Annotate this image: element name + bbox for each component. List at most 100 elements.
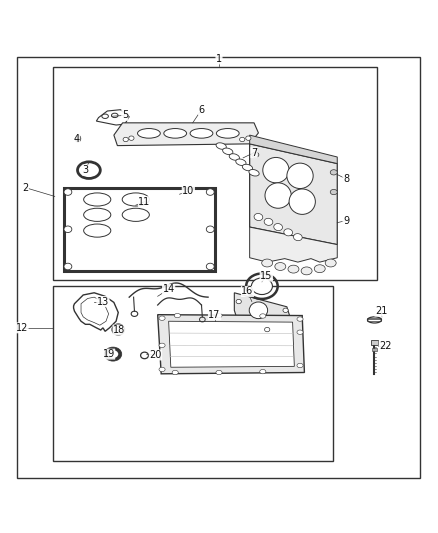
Ellipse shape bbox=[297, 317, 303, 321]
Ellipse shape bbox=[249, 169, 259, 176]
Ellipse shape bbox=[325, 259, 336, 267]
Ellipse shape bbox=[143, 354, 146, 357]
Bar bbox=[53, 286, 333, 462]
Ellipse shape bbox=[264, 219, 273, 225]
Ellipse shape bbox=[159, 343, 165, 348]
Ellipse shape bbox=[284, 229, 293, 236]
Ellipse shape bbox=[123, 138, 128, 142]
Ellipse shape bbox=[84, 208, 111, 221]
Ellipse shape bbox=[64, 226, 72, 232]
Ellipse shape bbox=[206, 263, 214, 270]
Polygon shape bbox=[250, 144, 337, 245]
Ellipse shape bbox=[216, 370, 222, 375]
Ellipse shape bbox=[301, 267, 312, 275]
Text: 7: 7 bbox=[251, 148, 257, 158]
Ellipse shape bbox=[265, 183, 291, 208]
Ellipse shape bbox=[122, 193, 149, 206]
Ellipse shape bbox=[81, 165, 96, 175]
Ellipse shape bbox=[288, 265, 299, 273]
Ellipse shape bbox=[216, 128, 239, 138]
Text: 1: 1 bbox=[216, 54, 222, 64]
Text: 4: 4 bbox=[74, 134, 80, 144]
Ellipse shape bbox=[251, 278, 272, 295]
Ellipse shape bbox=[249, 302, 268, 319]
Text: 9: 9 bbox=[343, 215, 349, 225]
Ellipse shape bbox=[236, 300, 241, 304]
Ellipse shape bbox=[274, 223, 283, 231]
Text: 14: 14 bbox=[162, 284, 175, 294]
Ellipse shape bbox=[297, 364, 303, 368]
Text: 8: 8 bbox=[343, 174, 349, 184]
Text: 22: 22 bbox=[379, 341, 392, 351]
Ellipse shape bbox=[287, 163, 313, 189]
Text: 17: 17 bbox=[208, 310, 221, 320]
Ellipse shape bbox=[129, 136, 134, 140]
Ellipse shape bbox=[111, 113, 118, 118]
Ellipse shape bbox=[159, 367, 165, 372]
Ellipse shape bbox=[190, 128, 213, 138]
Ellipse shape bbox=[263, 157, 289, 183]
Polygon shape bbox=[169, 321, 294, 367]
Ellipse shape bbox=[246, 136, 251, 140]
Ellipse shape bbox=[84, 224, 111, 237]
Ellipse shape bbox=[293, 233, 302, 241]
Ellipse shape bbox=[75, 135, 81, 142]
Ellipse shape bbox=[104, 347, 122, 361]
Text: 19: 19 bbox=[102, 349, 115, 359]
Ellipse shape bbox=[159, 316, 165, 320]
Polygon shape bbox=[81, 297, 109, 325]
Ellipse shape bbox=[223, 148, 233, 155]
Text: 10: 10 bbox=[182, 186, 194, 196]
Ellipse shape bbox=[252, 152, 259, 157]
Ellipse shape bbox=[236, 159, 246, 166]
Ellipse shape bbox=[240, 138, 245, 142]
Ellipse shape bbox=[229, 154, 240, 160]
Text: 21: 21 bbox=[375, 306, 387, 316]
Ellipse shape bbox=[164, 128, 187, 138]
Text: 11: 11 bbox=[138, 197, 151, 207]
Ellipse shape bbox=[289, 189, 315, 214]
Ellipse shape bbox=[115, 327, 122, 333]
Ellipse shape bbox=[260, 369, 266, 374]
Ellipse shape bbox=[265, 327, 270, 332]
Ellipse shape bbox=[64, 189, 72, 195]
Text: 13: 13 bbox=[97, 296, 109, 306]
Ellipse shape bbox=[330, 169, 337, 175]
Ellipse shape bbox=[172, 370, 178, 375]
Ellipse shape bbox=[174, 313, 180, 318]
Polygon shape bbox=[250, 135, 337, 164]
Text: 5: 5 bbox=[122, 110, 128, 120]
Polygon shape bbox=[250, 227, 337, 262]
Ellipse shape bbox=[242, 164, 253, 171]
Text: 15: 15 bbox=[260, 271, 272, 281]
Bar bbox=[371, 340, 378, 345]
Ellipse shape bbox=[206, 226, 214, 232]
Text: 6: 6 bbox=[198, 104, 205, 115]
Text: 20: 20 bbox=[149, 350, 162, 360]
Ellipse shape bbox=[297, 330, 303, 334]
Ellipse shape bbox=[260, 314, 266, 318]
Polygon shape bbox=[158, 314, 304, 374]
Ellipse shape bbox=[283, 308, 288, 312]
Ellipse shape bbox=[138, 128, 160, 138]
Bar bbox=[372, 348, 377, 351]
Ellipse shape bbox=[216, 143, 226, 149]
Ellipse shape bbox=[122, 208, 149, 221]
Ellipse shape bbox=[275, 263, 286, 270]
Polygon shape bbox=[114, 123, 258, 146]
Text: 16: 16 bbox=[241, 286, 254, 296]
Polygon shape bbox=[234, 293, 291, 333]
Ellipse shape bbox=[108, 350, 118, 358]
Ellipse shape bbox=[314, 265, 325, 273]
Ellipse shape bbox=[254, 214, 263, 221]
Ellipse shape bbox=[216, 313, 222, 318]
Text: 3: 3 bbox=[82, 165, 88, 175]
Text: 2: 2 bbox=[22, 183, 28, 192]
Ellipse shape bbox=[64, 263, 72, 270]
Ellipse shape bbox=[84, 193, 111, 206]
Text: 12: 12 bbox=[16, 323, 28, 333]
Ellipse shape bbox=[330, 189, 337, 195]
Ellipse shape bbox=[102, 114, 108, 118]
Bar bbox=[53, 67, 377, 280]
Ellipse shape bbox=[261, 259, 272, 267]
